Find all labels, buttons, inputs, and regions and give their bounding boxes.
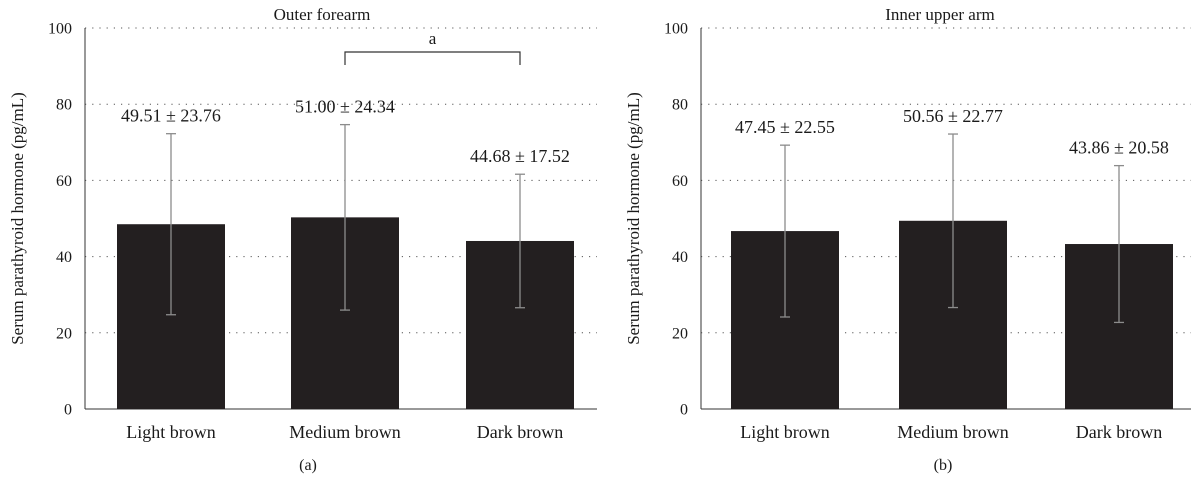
chart-title: Inner upper arm [885,5,995,24]
y-tick-label: 20 [56,325,72,342]
y-tick-label: 0 [680,402,688,419]
data-label: 44.68 ± 17.52 [470,146,570,166]
panel-label: (a) [299,457,317,474]
significance-marker: a [429,29,437,48]
y-tick-label: 40 [56,249,72,266]
y-tick-label: 60 [672,173,688,190]
x-category-label: Light brown [126,422,216,442]
data-label: 49.51 ± 23.76 [121,106,221,126]
x-category-label: Medium brown [897,422,1009,442]
y-axis-label: Serum parathyroid hormone (pg/mL) [8,92,27,345]
data-label: 50.56 ± 22.77 [903,106,1003,126]
data-label: 47.45 ± 22.55 [735,117,835,137]
y-tick-label: 0 [64,402,72,419]
x-category-label: Dark brown [1076,422,1162,442]
y-tick-label: 40 [672,249,688,266]
y-tick-label: 100 [664,21,688,38]
y-tick-label: 100 [48,21,72,38]
panel-a: 0 20 40 60 80 100 49.51 ± 23.76 Light brown 51.0… [8,5,597,474]
y-tick-label: 80 [56,97,72,114]
x-category-label: Dark brown [477,422,563,442]
x-category-label: Medium brown [289,422,401,442]
panel-b: 0 20 40 60 80 100 47.45 ± 22.55 Light brown 50.5… [624,5,1191,474]
data-label: 43.86 ± 20.58 [1069,138,1169,158]
significance-bracket [344,51,521,65]
y-tick-label: 80 [672,97,688,114]
y-tick-label: 60 [56,173,72,190]
data-label: 51.00 ± 24.34 [295,97,395,117]
panel-label: (b) [934,457,953,474]
chart-title: Outer forearm [274,5,371,24]
y-tick-label: 20 [672,325,688,342]
y-axis-label: Serum parathyroid hormone (pg/mL) [624,92,643,345]
x-category-label: Light brown [740,422,830,442]
